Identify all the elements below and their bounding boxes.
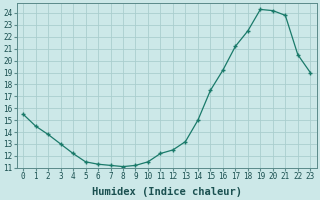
X-axis label: Humidex (Indice chaleur): Humidex (Indice chaleur)	[92, 186, 242, 197]
